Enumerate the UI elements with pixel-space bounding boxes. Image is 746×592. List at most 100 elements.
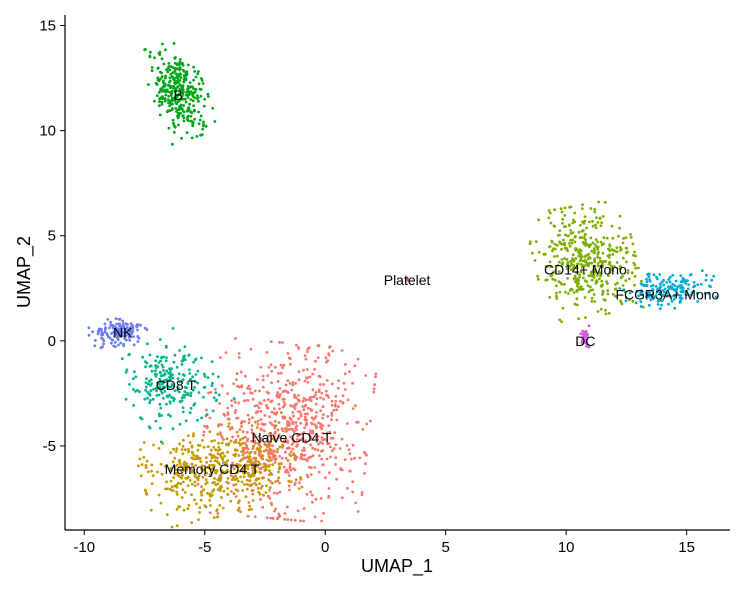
data-point — [237, 385, 241, 389]
data-point — [276, 479, 280, 482]
data-point — [119, 341, 123, 345]
data-point — [569, 205, 573, 209]
data-point — [574, 247, 578, 250]
data-point — [257, 435, 261, 438]
data-point — [354, 501, 358, 505]
data-point — [174, 76, 177, 80]
data-point — [215, 456, 219, 460]
data-point — [315, 397, 319, 400]
data-point — [346, 487, 349, 490]
data-point — [550, 241, 554, 244]
data-point — [365, 422, 368, 426]
data-point — [250, 463, 254, 466]
data-point — [199, 498, 203, 502]
data-point — [292, 452, 295, 456]
data-point — [197, 391, 201, 394]
data-point — [215, 509, 219, 513]
data-point — [165, 402, 168, 406]
data-point — [563, 246, 567, 250]
data-point — [158, 402, 162, 406]
data-point — [191, 451, 194, 455]
data-point — [241, 489, 245, 492]
data-point — [639, 300, 643, 304]
data-point — [272, 407, 276, 411]
x-tick-label: -5 — [198, 539, 211, 556]
data-point — [140, 463, 144, 467]
data-point — [286, 352, 290, 355]
data-point — [274, 507, 278, 511]
data-point — [303, 379, 307, 383]
data-point — [145, 377, 149, 381]
data-point — [291, 447, 295, 451]
data-point — [591, 288, 595, 292]
data-point — [590, 261, 594, 265]
data-point — [178, 58, 182, 61]
data-point — [166, 67, 170, 70]
data-point — [247, 421, 251, 425]
data-point — [278, 462, 281, 466]
data-point — [302, 368, 305, 372]
data-point — [182, 80, 186, 84]
cluster-points-b — [143, 42, 217, 146]
data-point — [405, 276, 408, 280]
cluster-points-cd14-mono — [528, 200, 645, 324]
data-point — [237, 454, 241, 457]
data-point — [618, 287, 622, 290]
data-point — [229, 474, 233, 477]
data-point — [639, 291, 642, 295]
data-point — [596, 247, 600, 251]
data-point — [686, 293, 690, 297]
data-point — [320, 391, 324, 395]
data-point — [583, 296, 587, 299]
data-point — [704, 278, 708, 282]
data-point — [584, 341, 588, 345]
data-point — [662, 283, 666, 287]
data-point — [135, 325, 139, 329]
data-point — [268, 415, 271, 418]
data-point — [212, 446, 216, 449]
data-point — [137, 464, 140, 468]
data-point — [220, 441, 224, 445]
data-point — [317, 421, 320, 425]
data-point — [647, 303, 651, 307]
data-point — [215, 398, 219, 402]
data-point — [581, 220, 584, 224]
data-point — [172, 476, 176, 479]
data-point — [165, 380, 169, 384]
data-point — [351, 443, 355, 447]
data-point — [320, 519, 323, 523]
data-point — [589, 236, 593, 240]
data-point — [335, 418, 339, 422]
data-point — [190, 111, 194, 115]
data-point — [631, 242, 635, 246]
data-point — [589, 270, 593, 274]
data-point — [230, 478, 234, 481]
data-point — [654, 284, 658, 288]
data-point — [168, 367, 172, 371]
data-point — [145, 342, 149, 346]
data-point — [576, 284, 579, 288]
data-point — [294, 421, 298, 424]
data-point — [169, 91, 173, 94]
data-point — [648, 278, 652, 282]
data-point — [258, 443, 261, 447]
cluster-label: Memory CD4 T — [165, 461, 260, 477]
data-point — [268, 431, 272, 435]
data-point — [583, 215, 587, 219]
data-point — [225, 480, 229, 484]
data-point — [270, 423, 274, 426]
data-point — [548, 296, 552, 299]
data-point — [321, 405, 325, 409]
data-point — [147, 83, 150, 86]
data-point — [199, 460, 203, 463]
data-point — [537, 250, 541, 254]
data-point — [274, 480, 277, 483]
data-point — [171, 102, 174, 106]
data-point — [202, 386, 206, 389]
data-point — [225, 437, 229, 441]
data-point — [355, 420, 358, 424]
data-point — [265, 516, 269, 520]
data-point — [595, 279, 598, 283]
data-point — [573, 211, 577, 215]
data-point — [169, 467, 173, 470]
